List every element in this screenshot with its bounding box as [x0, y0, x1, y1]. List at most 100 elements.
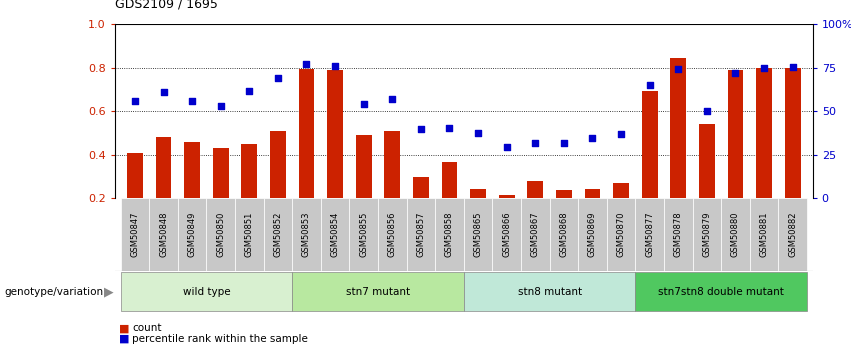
- Text: ■: ■: [119, 334, 129, 344]
- Bar: [642, 91, 658, 198]
- Bar: [693, 198, 721, 271]
- Bar: [178, 198, 207, 271]
- Text: wild type: wild type: [183, 287, 231, 296]
- Bar: [757, 68, 772, 198]
- Bar: [578, 198, 607, 271]
- Bar: [213, 148, 229, 198]
- Text: stn7stn8 double mutant: stn7stn8 double mutant: [659, 287, 784, 296]
- Bar: [521, 198, 550, 271]
- Bar: [321, 198, 350, 271]
- Point: [328, 63, 342, 68]
- Bar: [378, 198, 407, 271]
- Bar: [779, 198, 807, 271]
- Bar: [207, 198, 235, 271]
- Bar: [664, 198, 693, 271]
- Text: GSM50881: GSM50881: [760, 212, 768, 257]
- Bar: [464, 198, 493, 271]
- Point: [414, 126, 428, 131]
- Bar: [499, 195, 515, 198]
- Point: [500, 145, 513, 150]
- Text: GSM50877: GSM50877: [645, 212, 654, 257]
- Point: [243, 88, 256, 93]
- Point: [557, 140, 571, 146]
- Text: GSM50847: GSM50847: [130, 212, 140, 257]
- Point: [443, 125, 456, 130]
- Point: [471, 130, 485, 136]
- Text: GSM50852: GSM50852: [273, 212, 283, 257]
- Bar: [471, 189, 486, 198]
- Point: [129, 99, 142, 104]
- Bar: [435, 198, 464, 271]
- Bar: [699, 124, 715, 198]
- Text: percentile rank within the sample: percentile rank within the sample: [132, 334, 308, 344]
- Bar: [728, 70, 744, 198]
- Text: stn8 mutant: stn8 mutant: [517, 287, 581, 296]
- Bar: [292, 272, 464, 312]
- Point: [671, 66, 685, 71]
- Bar: [464, 272, 636, 312]
- Point: [614, 131, 628, 137]
- Text: GSM50867: GSM50867: [531, 212, 540, 257]
- Point: [643, 82, 656, 88]
- Bar: [356, 135, 372, 198]
- Bar: [607, 198, 636, 271]
- Text: GSM50868: GSM50868: [559, 212, 568, 257]
- Bar: [264, 198, 292, 271]
- Bar: [350, 198, 378, 271]
- Point: [757, 65, 771, 70]
- Text: GSM50880: GSM50880: [731, 212, 740, 257]
- Point: [700, 108, 714, 114]
- Text: GSM50870: GSM50870: [617, 212, 625, 257]
- Text: GSM50857: GSM50857: [416, 212, 426, 257]
- Bar: [299, 69, 314, 198]
- Point: [214, 103, 227, 109]
- Bar: [184, 142, 200, 198]
- Point: [386, 97, 399, 102]
- Bar: [721, 198, 750, 271]
- Text: genotype/variation: genotype/variation: [4, 287, 103, 296]
- Bar: [270, 131, 286, 198]
- Point: [157, 89, 170, 95]
- Bar: [671, 58, 686, 198]
- Bar: [121, 198, 149, 271]
- Text: GDS2109 / 1695: GDS2109 / 1695: [115, 0, 218, 10]
- Text: stn7 mutant: stn7 mutant: [346, 287, 410, 296]
- Point: [728, 70, 742, 76]
- Bar: [493, 198, 521, 271]
- Bar: [292, 198, 321, 271]
- Text: GSM50849: GSM50849: [187, 212, 197, 257]
- Bar: [528, 181, 543, 198]
- Bar: [636, 272, 807, 312]
- Point: [186, 99, 199, 104]
- Bar: [785, 68, 801, 198]
- Bar: [585, 189, 600, 198]
- Bar: [121, 272, 292, 312]
- Point: [357, 101, 370, 106]
- Text: GSM50850: GSM50850: [216, 212, 226, 257]
- Point: [785, 64, 799, 69]
- Text: GSM50858: GSM50858: [445, 212, 454, 257]
- Bar: [636, 198, 664, 271]
- Text: GSM50878: GSM50878: [674, 212, 683, 257]
- Text: count: count: [132, 324, 162, 333]
- Text: GSM50865: GSM50865: [474, 212, 483, 257]
- Point: [300, 62, 313, 67]
- Bar: [614, 183, 629, 198]
- Bar: [550, 198, 578, 271]
- Text: GSM50854: GSM50854: [330, 212, 340, 257]
- Bar: [407, 198, 435, 271]
- Bar: [442, 162, 457, 198]
- Point: [528, 140, 542, 146]
- Bar: [328, 70, 343, 198]
- Bar: [127, 152, 143, 198]
- Bar: [156, 137, 171, 198]
- Text: GSM50855: GSM50855: [359, 212, 368, 257]
- Bar: [750, 198, 779, 271]
- Bar: [149, 198, 178, 271]
- Text: GSM50882: GSM50882: [788, 212, 797, 257]
- Text: GSM50853: GSM50853: [302, 212, 311, 257]
- Bar: [556, 190, 572, 198]
- Point: [271, 75, 285, 80]
- Text: GSM50866: GSM50866: [502, 212, 511, 257]
- Text: GSM50851: GSM50851: [245, 212, 254, 257]
